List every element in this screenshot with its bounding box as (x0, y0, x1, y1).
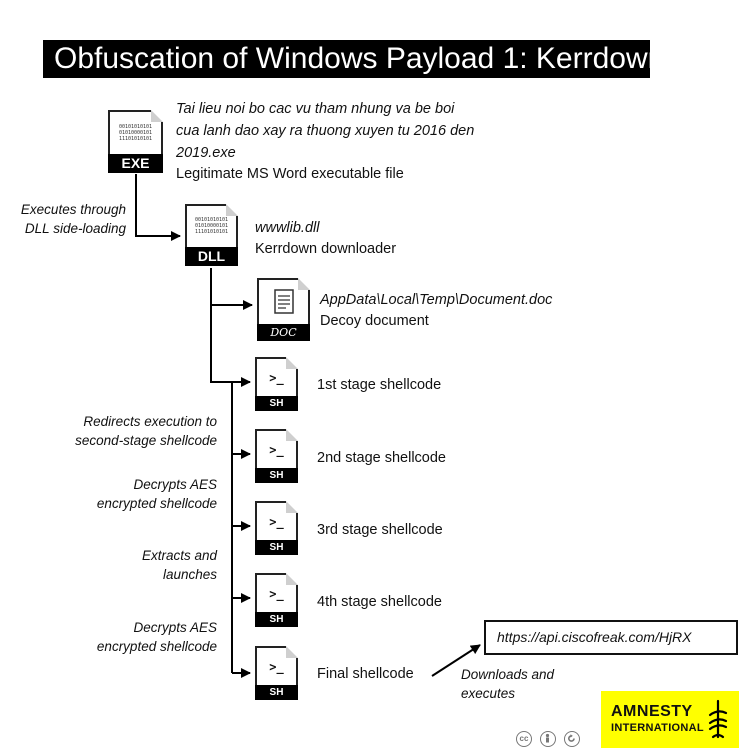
stage-3-label: 3rd stage shellcode (317, 522, 443, 538)
doc-description: Decoy document (320, 313, 429, 329)
transition-label-3: Extracts and launches (141, 548, 217, 582)
exe-filename-line2: cua lanh dao xay ra thuong xuyen tu 2016… (176, 123, 475, 139)
c2-url-box: https://api.ciscofreak.com/HjRX (484, 620, 738, 655)
amnesty-logo: AMNESTY INTERNATIONAL (601, 691, 739, 748)
stage-2-label: 2nd stage shellcode (317, 450, 446, 466)
exe-description: Legitimate MS Word executable file (176, 166, 404, 182)
transition-label-4: Decrypts AES encrypted shellcode (96, 620, 217, 654)
shellcode-2-icon: >_ SH (255, 429, 298, 483)
transition-label-1: Redirects execution to second-stage shell… (75, 414, 217, 448)
shellcode-3-icon: >_ SH (255, 501, 298, 555)
page-title: Obfuscation of Windows Payload 1: Kerrdo… (43, 40, 664, 78)
exe-filename-line3: 2019.exe (176, 145, 236, 161)
by-icon (540, 731, 556, 747)
stage-4-label: 4th stage shellcode (317, 594, 442, 610)
dll-file-icon: 00101010101 01010000101 11101010101 DLL (185, 204, 238, 266)
transition-label-2: Decrypts AES encrypted shellcode (96, 477, 217, 511)
dll-filename: wwwlib.dll (255, 220, 320, 236)
sa-icon (564, 731, 580, 747)
cc-icon: cc (516, 731, 532, 747)
stage-final-label: Final shellcode (317, 666, 414, 682)
shellcode-4-icon: >_ SH (255, 573, 298, 627)
exe-file-icon: 00101010101 01010000101 11101010101 EXE (108, 110, 163, 173)
document-glyph-icon (274, 289, 294, 314)
download-label: Downloads and executes (461, 667, 555, 701)
exe-filename-line1: Tai lieu noi bo cac vu tham nhung va be … (176, 101, 455, 117)
stage-1-label: 1st stage shellcode (317, 377, 442, 393)
dll-description: Kerrdown downloader (255, 241, 397, 257)
shellcode-final-icon: >_ SH (255, 646, 298, 700)
doc-file-icon: DOC (257, 278, 310, 341)
dll-label: DLL (185, 247, 238, 266)
candle-icon (708, 699, 728, 739)
doc-label: DOC (257, 324, 310, 341)
exe-label: EXE (108, 154, 163, 173)
sideload-label: Executes through DLL side-loading (20, 202, 126, 236)
shellcode-1-icon: >_ SH (255, 357, 298, 411)
doc-path: AppData\Local\Temp\Document.doc (320, 292, 553, 308)
